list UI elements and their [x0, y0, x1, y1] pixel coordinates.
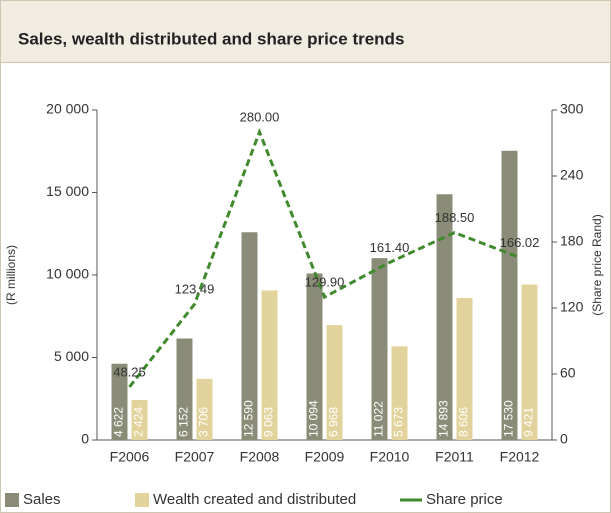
- y-tick-label: 10 000: [46, 266, 89, 282]
- y2-axis-title: (Share price Rand): [590, 214, 604, 315]
- bar: [371, 258, 388, 440]
- bar: [131, 400, 148, 440]
- bar: [501, 150, 518, 440]
- bar-value-label: 3 706: [197, 407, 211, 437]
- x-tick-label: F2012: [500, 449, 540, 465]
- y2-tick-label: 240: [560, 167, 584, 183]
- bar-value-label: 12 590: [242, 400, 256, 437]
- x-tick-label: F2010: [370, 449, 410, 465]
- bar-value-label: 14 893: [437, 400, 451, 437]
- bar: [241, 232, 258, 440]
- bar: [176, 338, 193, 440]
- y-axis-title: (R millions): [4, 245, 18, 305]
- line-value-label: 129.90: [305, 275, 345, 290]
- y-tick-label: 20 000: [46, 101, 89, 117]
- y-tick-label: 15 000: [46, 183, 89, 199]
- line-value-label: 188.50: [435, 210, 475, 225]
- bar-value-label: 5 673: [392, 407, 406, 437]
- bar-value-label: 6 968: [327, 407, 341, 437]
- bar-value-label: 2 424: [132, 407, 146, 437]
- y2-tick-label: 60: [560, 365, 576, 381]
- bar-value-label: 11 022: [372, 401, 386, 437]
- bar: [436, 194, 453, 440]
- bar: [306, 273, 323, 440]
- line: [128, 127, 521, 388]
- x-tick-label: F2009: [305, 449, 345, 465]
- x-tick-label: F2011: [435, 449, 474, 465]
- bar-value-label: 6 152: [177, 407, 191, 437]
- chart-title: Sales, wealth distributed and share pric…: [18, 29, 404, 48]
- y-tick-label: 0: [81, 431, 89, 447]
- line-value-label: 161.40: [370, 240, 410, 255]
- bar-value-label: 17 530: [502, 400, 516, 437]
- x-tick-label: F2007: [175, 449, 215, 465]
- bar-value-label: 9 063: [262, 407, 276, 437]
- y-tick-label: 5 000: [54, 348, 89, 364]
- y2-tick-label: 120: [560, 299, 584, 315]
- header: [0, 0, 611, 63]
- bar-value-label: 4 622: [112, 407, 126, 437]
- bar-value-label: 9 421: [522, 407, 536, 437]
- x-tick-label: F2008: [240, 449, 280, 465]
- line-value-label: 48.25: [113, 364, 146, 379]
- legend-swatch: [135, 493, 149, 507]
- line-value-label: 123.49: [175, 282, 215, 297]
- bar: [261, 290, 278, 440]
- legend-label: Share price: [426, 491, 503, 508]
- y2-tick-label: 300: [560, 101, 584, 117]
- line-value-label: 166.02: [500, 235, 540, 250]
- bar: [111, 363, 128, 440]
- bar: [391, 346, 408, 440]
- y2-tick-label: 0: [560, 431, 568, 447]
- bar: [521, 284, 538, 440]
- legend-label: Wealth created and distributed: [153, 491, 356, 508]
- line-value-label: 280.00: [240, 109, 280, 124]
- bar: [196, 378, 213, 440]
- bar-value-label: 8 606: [457, 407, 471, 437]
- bar: [326, 325, 343, 440]
- bar: [456, 298, 473, 440]
- x-tick-label: F2006: [110, 449, 150, 465]
- bar-value-label: 10 094: [307, 400, 321, 437]
- y2-tick-label: 180: [560, 233, 584, 249]
- legend-swatch: [5, 493, 19, 507]
- legend-label: Sales: [23, 491, 61, 508]
